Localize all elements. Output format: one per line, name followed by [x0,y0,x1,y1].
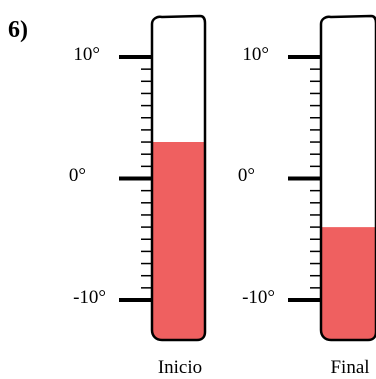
label-bottom: -10° [73,287,106,308]
liquid-column [152,142,205,340]
thermometer-final: 10° 0° -10° Final [238,14,376,378]
thermometer-tube [319,14,376,342]
label-bottom: -10° [242,287,275,308]
caption-inicio: Inicio [158,357,202,378]
label-top: 10° [242,44,269,65]
tick-marks [288,55,321,302]
caption-final: Final [330,357,369,378]
tick-marks [119,55,152,302]
label-middle: 0° [69,165,86,186]
label-top: 10° [73,44,100,65]
thermometer-inicio: 10° 0° -10° Inicio [69,14,207,378]
problem-number: 6) [8,17,28,43]
label-middle: 0° [238,165,255,186]
thermometer-tube [150,14,207,342]
liquid-column [321,227,376,340]
